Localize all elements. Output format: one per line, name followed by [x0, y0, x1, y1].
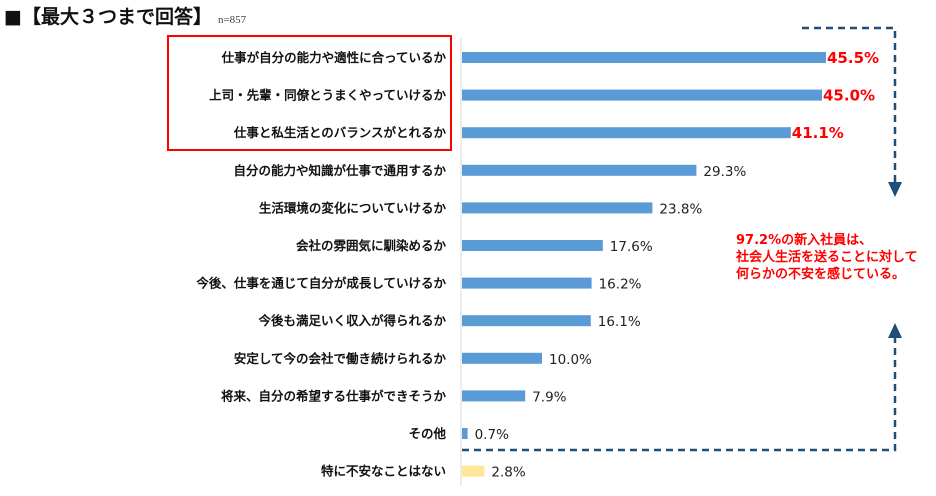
dashed-arrow-top [802, 26, 897, 184]
arrow-down-icon [888, 182, 902, 197]
value-label: 45.0% [823, 87, 875, 105]
bar [462, 315, 591, 327]
category-label: 仕事と私生活とのバランスがとれるか [233, 125, 447, 140]
category-label: 仕事が自分の能力や適性に合っているか [221, 50, 447, 65]
bar [462, 202, 653, 214]
value-label: 45.5% [827, 49, 879, 67]
category-label: 上司・先輩・同僚とうまくやっていけるか [209, 88, 446, 103]
category-label: 今後、仕事を通じて自分が成長していけるか [195, 276, 446, 291]
category-label: 今後も満足いく収入が得られるか [257, 313, 446, 328]
arrow-up-icon [888, 323, 902, 338]
highlight-box [167, 35, 452, 151]
annotation-line: 何らかの不安を感じている。 [736, 267, 906, 282]
bar [462, 352, 542, 364]
category-label: その他 [408, 426, 446, 441]
value-label: 16.2% [599, 277, 642, 293]
bar [462, 390, 526, 402]
value-label: 16.1% [598, 314, 641, 330]
dashed-arrow-bottom [462, 338, 897, 452]
value-label: 0.7% [475, 427, 509, 443]
category-label: 安定して今の会社で働き続けられるか [234, 351, 447, 366]
bar [462, 52, 826, 63]
value-label: 2.8% [491, 465, 525, 481]
category-label: 自分の能力や知識が仕事で通用するか [233, 163, 446, 178]
bar [462, 428, 468, 439]
chart-title: ■【最大３つまで回答】 n=857 [4, 2, 246, 29]
bar [462, 465, 485, 477]
category-label: 会社の雰囲気に馴染めるか [296, 238, 447, 253]
bar [462, 127, 791, 139]
annotation-line: 97.2%の新入社員は、 [736, 233, 873, 248]
value-label: 41.1% [792, 124, 844, 142]
value-label: 10.0% [549, 352, 592, 368]
annotation-note: 97.2%の新入社員は、 社会人生活を送ることに対して 何らかの不安を感じている… [736, 232, 918, 283]
bar [462, 89, 822, 101]
bar [462, 277, 592, 289]
category-label: 特に不安なことはない [321, 464, 446, 479]
value-label: 29.3% [703, 164, 746, 180]
category-label: 将来、自分の希望する仕事ができそうか [221, 388, 447, 403]
bar [462, 164, 697, 176]
annotation-line: 社会人生活を送ることに対して [736, 250, 918, 265]
bar [462, 240, 603, 251]
value-label: 23.8% [659, 201, 702, 217]
category-label: 生活環境の変化についていけるか [259, 200, 447, 215]
value-label: 17.6% [610, 239, 653, 255]
value-label: 7.9% [532, 389, 566, 405]
sample-size: n=857 [217, 14, 247, 26]
title-text: ■【最大３つまで回答】 [4, 6, 212, 28]
